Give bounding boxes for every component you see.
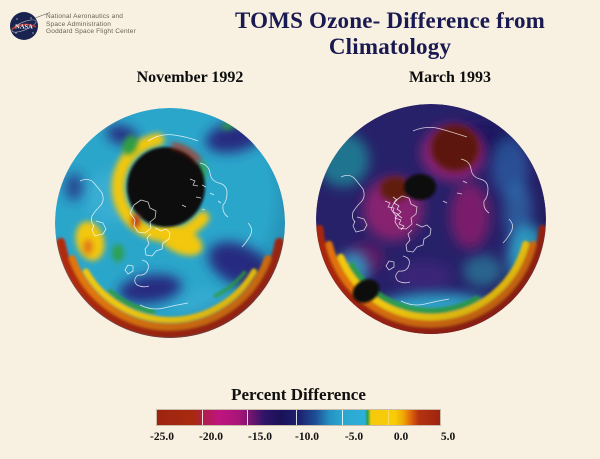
colorbar-divider [201,410,203,425]
page-title: TOMS Ozone- Difference from Climatology [234,8,546,59]
colorbar-divider [342,410,344,425]
colorbar-tick: -15.0 [248,431,272,443]
globe-march-1993 [316,104,546,334]
colorbar-tick: -20.0 [199,431,223,443]
colorbar-tick: 0.0 [393,431,409,443]
colorbar-tick: -5.0 [344,431,364,443]
caption-november-1992: November 1992 [136,69,244,86]
insignia-text: NASA [15,24,33,31]
logo-pointer-line [34,12,51,19]
agency-line-2: Space Administration [46,20,112,28]
colorbar-divider [387,410,389,425]
colorbar-divider [295,410,297,425]
colorbar-title: Percent Difference [231,385,366,404]
red-chevron [11,23,37,30]
nasa-logo-block: NASA National Aeronautics and Space Admi… [8,8,178,48]
orbit-ellipse [11,19,37,33]
agency-name: National Aeronautics and Space Administr… [46,13,136,36]
colorbar-gradient [156,409,441,426]
agency-line-1: National Aeronautics and [46,13,124,20]
sphere-shading [316,104,546,334]
nasa-meatball-icon: NASA [10,12,51,40]
colorbar-divider [246,410,248,425]
caption-march-1993: March 1993 [409,69,491,86]
colorbar-tick: 5.0 [440,431,456,443]
globe-november-1992 [55,108,285,338]
colorbar-tick: -25.0 [150,431,174,443]
colorbar-tick: -10.0 [295,431,319,443]
sphere-shading [55,108,285,338]
agency-line-3: Goddard Space Flight Center [46,28,136,35]
